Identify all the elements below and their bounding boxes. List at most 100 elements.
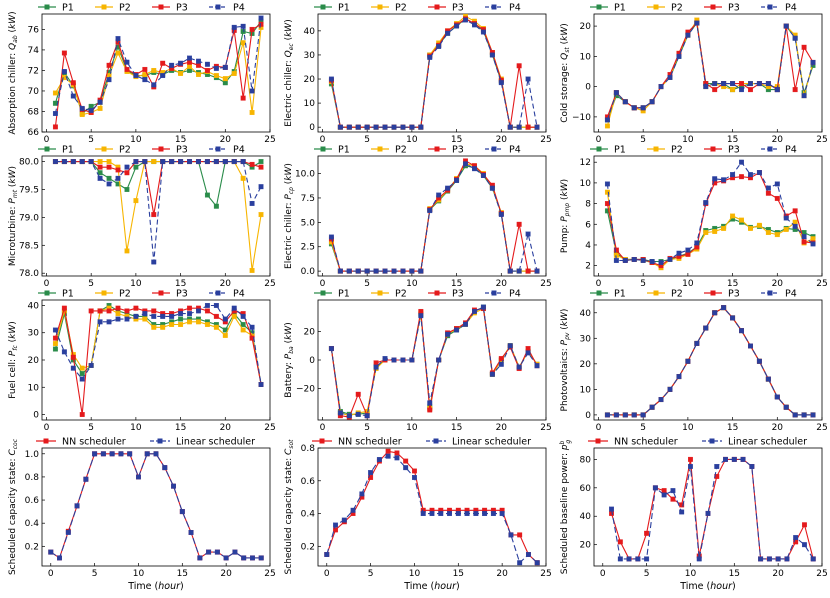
data-point <box>204 61 210 67</box>
x-tick-label: 15 <box>175 135 186 145</box>
plot-frame <box>41 447 271 567</box>
data-point <box>731 456 737 462</box>
data-point <box>801 234 807 240</box>
legend-label-p3: P3 <box>176 289 188 300</box>
x-tick-label: 25 <box>540 135 551 145</box>
data-point <box>516 221 522 227</box>
legend-marker-p3 <box>434 146 440 152</box>
data-point <box>151 159 157 165</box>
data-point <box>534 124 540 130</box>
data-point <box>418 313 424 319</box>
y-tick-label: 0.0 <box>301 267 316 277</box>
data-point <box>499 511 505 517</box>
data-point <box>124 164 130 170</box>
series-line-p3 <box>607 306 814 416</box>
legend-label-p3: P3 <box>176 3 188 14</box>
data-point <box>160 73 166 79</box>
data-point <box>142 316 148 322</box>
y-tick-label: 76 <box>28 25 40 35</box>
data-point <box>792 412 798 418</box>
data-point <box>403 465 409 471</box>
legend-label-p1: P1 <box>614 289 626 300</box>
data-point <box>196 72 201 77</box>
data-point <box>740 456 746 462</box>
data-point <box>328 234 334 240</box>
data-point <box>792 87 798 93</box>
data-point <box>169 313 175 319</box>
data-point <box>756 358 762 364</box>
legend-marker-p3 <box>158 4 164 10</box>
data-point <box>640 105 646 111</box>
data-point <box>774 181 780 187</box>
data-point <box>438 511 444 517</box>
data-point <box>231 24 237 30</box>
data-point <box>810 241 816 247</box>
data-point <box>169 322 175 327</box>
x-tick-label: 20 <box>772 423 784 433</box>
x-tick-label: 10 <box>682 279 694 289</box>
data-point <box>626 556 632 562</box>
x-tick-label: 25 <box>816 279 827 289</box>
x-tick-label: 25 <box>540 279 551 289</box>
y-axis-label: Fuel cell: Pfc (kW) <box>8 321 19 399</box>
legend-label-linear-scheduler: Linear scheduler <box>176 437 255 448</box>
plot-frame <box>41 155 271 277</box>
data-point <box>685 358 691 364</box>
data-point <box>169 62 175 68</box>
y-tick-label: 10.0 <box>295 170 315 180</box>
series-line-p3 <box>330 18 538 128</box>
series-line-p3 <box>330 307 538 418</box>
y-axis-label: Cold storage: Qst (kW) <box>560 23 571 123</box>
y-tick-label: 2.5 <box>301 243 315 253</box>
data-point <box>756 170 762 176</box>
x-tick-label: 5 <box>88 135 94 145</box>
y-tick-label: 40 <box>580 309 592 319</box>
data-point <box>694 240 700 246</box>
data-point <box>749 464 755 469</box>
data-point <box>61 305 67 311</box>
data-point <box>613 247 619 253</box>
data-point <box>498 356 504 362</box>
legend-marker-p2 <box>377 4 383 10</box>
legend-label-p1: P1 <box>62 3 74 14</box>
data-point <box>88 108 94 113</box>
data-point <box>204 303 210 308</box>
legend-marker-nn-scheduler <box>595 438 601 444</box>
y-tick-label: 10 <box>304 99 316 109</box>
series-line-p1 <box>607 306 814 416</box>
y-tick-label: 8 <box>585 200 591 210</box>
data-point <box>429 511 435 517</box>
data-point <box>106 159 112 165</box>
y-tick-label: 0.8 <box>25 473 40 483</box>
data-point <box>644 556 650 562</box>
data-point <box>249 267 255 273</box>
y-tick-label: 0.4 <box>301 510 316 520</box>
data-point <box>516 63 522 69</box>
data-point <box>679 502 685 508</box>
data-point <box>231 305 237 311</box>
data-point <box>196 319 201 325</box>
series-line-p2 <box>607 306 814 416</box>
data-point <box>400 268 406 274</box>
data-point <box>703 230 709 236</box>
data-point <box>106 181 112 187</box>
data-point <box>106 77 112 83</box>
legend-marker-p1 <box>596 146 602 152</box>
y-axis-label: Microturbine: Pmt (kW) <box>8 166 19 266</box>
series-line-p1 <box>330 18 538 128</box>
legend-label-p3: P3 <box>728 3 740 14</box>
legend-label-p1: P1 <box>614 145 626 156</box>
y-axis-label: Electric chiller: Qec (kW) <box>284 19 295 126</box>
y-axis-label: Scheduled capacity state: Ccoc <box>8 438 19 575</box>
data-point <box>525 350 531 356</box>
x-axis-label: Time (hour) <box>127 581 183 592</box>
data-point <box>124 248 130 254</box>
data-point <box>418 308 424 314</box>
data-point <box>739 87 744 93</box>
legend-marker-p2 <box>101 146 107 152</box>
data-point <box>52 346 58 352</box>
data-point <box>525 268 531 274</box>
x-tick-label: 20 <box>496 569 508 579</box>
data-point <box>412 468 417 474</box>
series-line-p2 <box>330 307 538 417</box>
